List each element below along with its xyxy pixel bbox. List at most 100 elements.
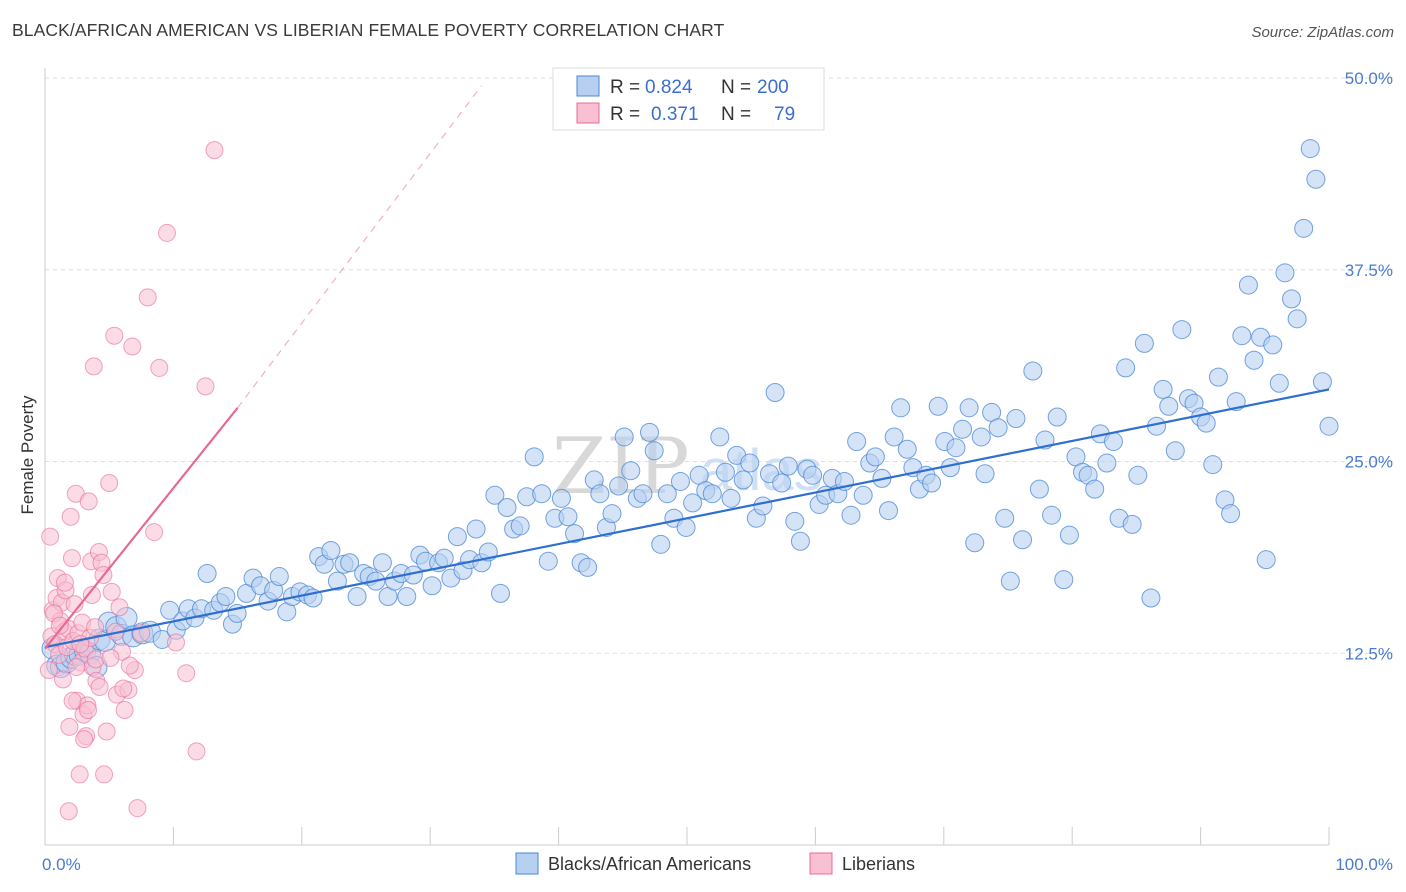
blue-point	[721, 488, 741, 508]
blue-point	[1232, 326, 1252, 346]
blue-point	[1029, 479, 1049, 499]
blue-point	[1238, 275, 1258, 295]
blue-point	[197, 563, 217, 583]
bottom-legend-blue-swatch[interactable]	[515, 852, 539, 875]
pink-point	[79, 492, 98, 511]
blue-point	[321, 540, 341, 560]
pink-trend-extension	[237, 85, 483, 409]
blue-point	[1054, 570, 1074, 590]
blue-point	[676, 517, 696, 537]
legend-pink-swatch	[576, 102, 600, 124]
blue-point	[683, 493, 703, 513]
pink-point	[95, 765, 114, 784]
blue-point	[216, 586, 236, 606]
pink-point	[63, 691, 82, 710]
pink-point	[196, 377, 215, 396]
blue-point	[510, 516, 530, 536]
blue-point	[865, 447, 885, 467]
legend-blue-r-label: R =	[610, 77, 640, 98]
blue-point	[702, 484, 722, 504]
blue-point	[1141, 588, 1161, 608]
blue-point	[434, 548, 454, 568]
blue-point	[327, 571, 347, 591]
blue-point	[841, 505, 861, 525]
blue-point	[651, 534, 671, 554]
pink-point	[84, 357, 103, 376]
blue-point	[490, 583, 510, 603]
blue-point	[466, 519, 486, 539]
blue-trend-line	[44, 388, 1330, 649]
pink-point	[101, 648, 120, 667]
blue-point	[447, 527, 467, 547]
blue-point	[1172, 320, 1192, 340]
blue-point	[790, 531, 810, 551]
blue-point	[578, 557, 598, 577]
pink-point	[105, 326, 124, 345]
chart-title: BLACK/AFRICAN AMERICAN VS LIBERIAN FEMAL…	[12, 20, 725, 40]
pink-point	[102, 582, 121, 601]
x-tick-label-min: 0.0%	[42, 855, 81, 874]
pink-point	[145, 523, 164, 542]
blue-point	[609, 476, 629, 496]
blue-point	[953, 419, 973, 439]
blue-point	[1159, 396, 1179, 416]
blue-point	[524, 447, 544, 467]
legend-pink-r-value: 0.371	[651, 104, 699, 125]
blue-point	[1059, 525, 1079, 545]
bottom-legend-pink-label[interactable]: Liberians	[842, 854, 915, 874]
blue-point	[614, 427, 634, 447]
blue-point	[644, 441, 664, 461]
y-tick-label: 25.0%	[1345, 453, 1393, 472]
blue-point	[160, 600, 180, 620]
pink-trend-line	[44, 407, 239, 650]
blue-point	[1221, 504, 1241, 524]
blue-point	[1153, 379, 1173, 399]
blue-point	[928, 396, 948, 416]
bottom-legend-blue-label[interactable]: Blacks/African Americans	[548, 854, 751, 874]
legend-pink-n-value: 79	[774, 104, 795, 125]
pink-point	[62, 549, 81, 568]
blue-point	[884, 427, 904, 447]
blue-point	[1128, 465, 1148, 485]
blue-point	[847, 432, 867, 452]
pink-point	[110, 598, 129, 617]
blue-point	[988, 418, 1008, 438]
pink-point	[70, 765, 89, 784]
blue-point	[891, 398, 911, 418]
blue-point	[590, 484, 610, 504]
blue-point	[959, 398, 979, 418]
pink-point	[75, 730, 94, 749]
x-tick-labels: 0.0% 100.0%	[42, 855, 1393, 874]
blue-point	[640, 422, 660, 442]
blue-point	[372, 553, 392, 573]
blue-point	[785, 511, 805, 531]
pink-point	[187, 742, 206, 761]
source-label: Source: ZipAtlas.com	[1251, 24, 1394, 41]
blue-point	[1244, 350, 1264, 370]
y-tick-labels: 12.5% 25.0% 37.5% 50.0%	[1345, 69, 1393, 663]
blue-point	[1275, 263, 1295, 283]
blue-point	[1306, 169, 1326, 189]
bottom-legend-pink-swatch[interactable]	[809, 852, 833, 875]
blue-point	[347, 586, 367, 606]
blue-point	[765, 382, 785, 402]
legend-blue-r-value: 0.824	[645, 77, 693, 98]
blue-point	[1196, 413, 1216, 433]
y-tick-label: 50.0%	[1345, 69, 1393, 88]
pink-point	[50, 616, 69, 635]
series-pink-points	[39, 141, 224, 821]
legend-box: R = 0.824 N = 200 R = 0.371 N = 79	[552, 67, 825, 131]
blue-point	[753, 496, 773, 516]
blue-point	[1085, 479, 1105, 499]
blue-point	[1122, 514, 1142, 534]
blue-point	[657, 484, 677, 504]
blue-point	[1165, 441, 1185, 461]
pink-point	[100, 473, 119, 492]
y-tick-label: 12.5%	[1345, 644, 1393, 663]
pink-point	[41, 527, 60, 546]
pink-point	[55, 573, 74, 592]
blue-point	[879, 501, 899, 521]
blue-point	[1134, 333, 1154, 353]
blue-point	[1312, 372, 1332, 392]
blue-point	[995, 508, 1015, 528]
